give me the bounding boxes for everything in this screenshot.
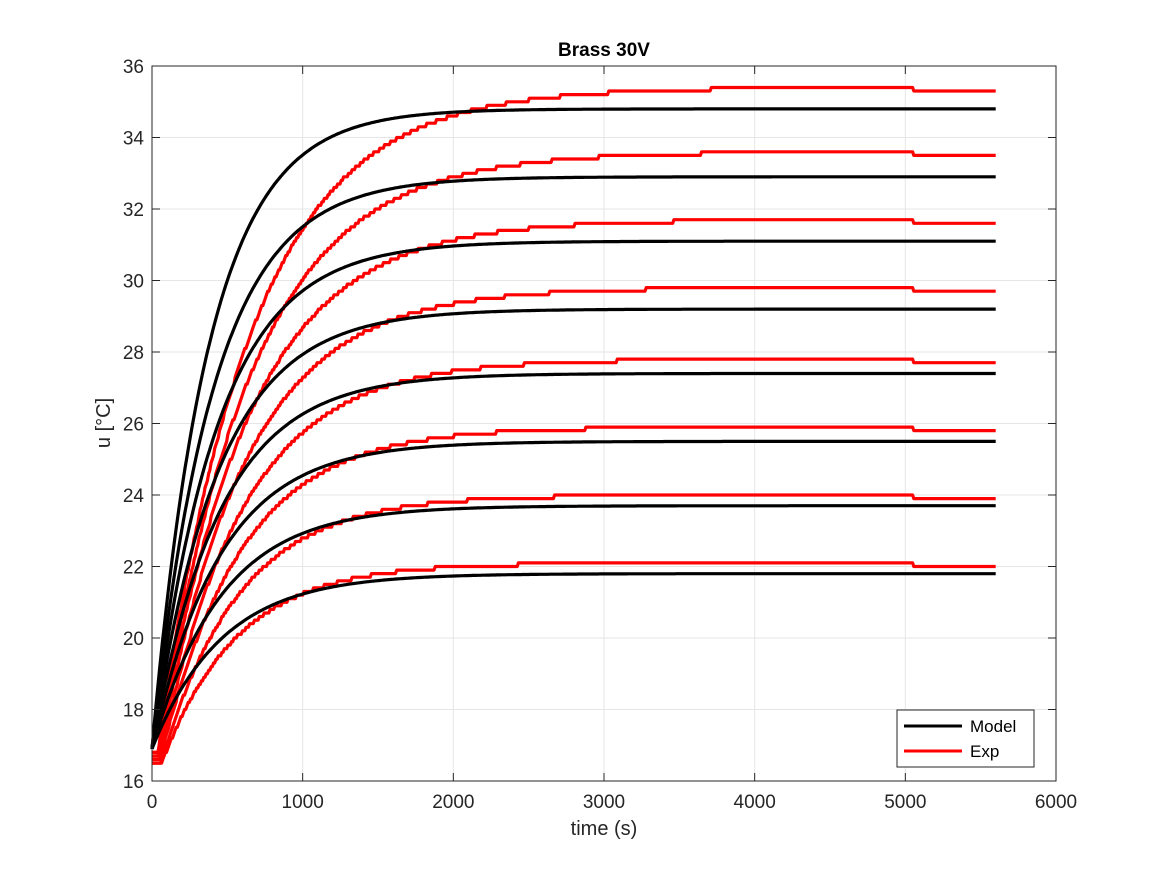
y-tick-label: 26 xyxy=(123,415,144,436)
y-tick-label: 20 xyxy=(123,629,144,650)
exp-series-line-4 xyxy=(151,286,997,758)
y-tick-label: 30 xyxy=(123,272,144,293)
model-series-line-7 xyxy=(150,504,996,750)
exp-series-line-5 xyxy=(151,357,997,762)
model-series-line-3 xyxy=(150,239,996,750)
legend: Model Exp xyxy=(896,709,1035,768)
y-tick-label: 34 xyxy=(123,129,145,150)
x-tick-label: 1000 xyxy=(282,792,324,813)
exp-series-line-6 xyxy=(151,425,997,762)
tick-layer xyxy=(151,65,1057,782)
y-tick-label: 16 xyxy=(123,772,144,793)
legend-label-model: Model xyxy=(970,717,1016,736)
tick-label-layer: 0 1000 2000 3000 4000 5000 6000 16 18 20 22 24 26 28 3… xyxy=(123,57,1077,813)
y-tick-label: 32 xyxy=(123,200,144,221)
model-series-line-1 xyxy=(150,107,996,749)
chart-title: Brass 30V xyxy=(558,40,650,61)
x-tick-label: 0 xyxy=(147,792,158,813)
x-tick-label: 3000 xyxy=(583,792,625,813)
series-layer xyxy=(150,85,997,765)
x-tick-label: 6000 xyxy=(1035,792,1077,813)
legend-box xyxy=(896,709,1035,768)
x-tick-label: 2000 xyxy=(432,792,474,813)
exp-series-line-3 xyxy=(151,218,997,758)
model-series-line-8 xyxy=(150,572,996,750)
y-tick-label: 22 xyxy=(123,558,144,579)
exp-series-line-7 xyxy=(151,493,997,765)
y-axis-label: u [°C] xyxy=(93,398,115,448)
x-axis-label: time (s) xyxy=(571,818,638,840)
exp-series-line-1 xyxy=(151,85,997,755)
y-tick-label: 24 xyxy=(123,486,145,507)
x-tick-label: 4000 xyxy=(734,792,776,813)
model-series-line-4 xyxy=(150,307,996,750)
legend-label-exp: Exp xyxy=(970,742,999,761)
y-tick-label: 36 xyxy=(123,57,144,78)
y-tick-label: 18 xyxy=(123,701,144,722)
model-series-line-2 xyxy=(150,175,996,749)
exp-series-line-2 xyxy=(151,150,997,755)
model-series-line-5 xyxy=(150,371,996,750)
x-tick-label: 5000 xyxy=(884,792,926,813)
y-tick-label: 28 xyxy=(123,343,144,364)
model-series-line-6 xyxy=(150,439,996,750)
